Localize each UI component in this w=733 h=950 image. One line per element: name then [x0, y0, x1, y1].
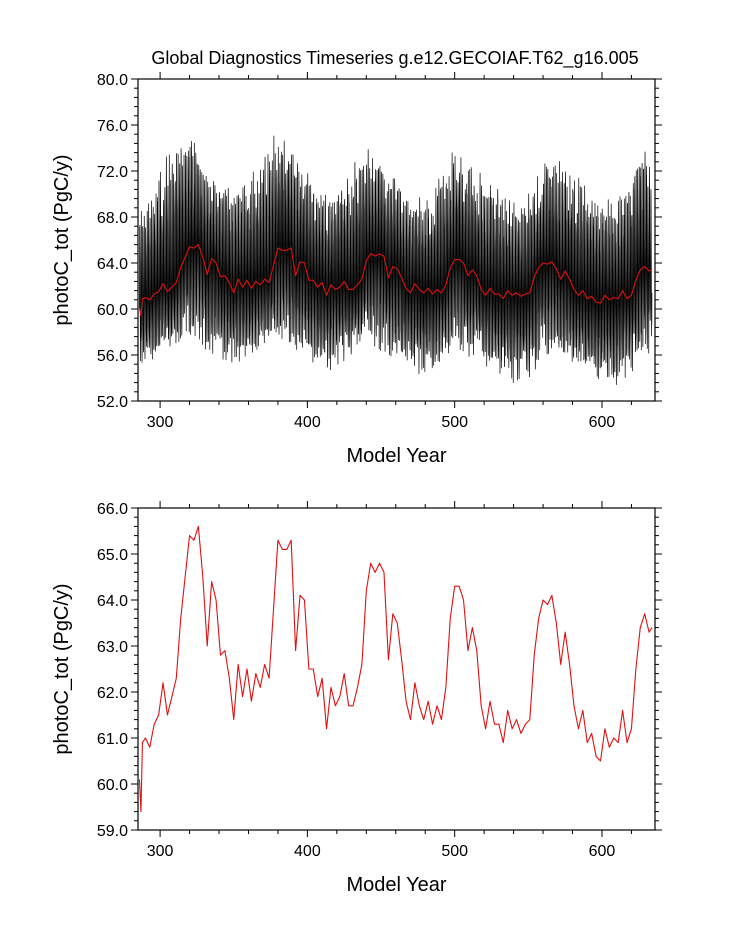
- x-tick-label: 600: [589, 414, 616, 431]
- x-tick-label: 400: [294, 414, 321, 431]
- x-axis-title: Model Year: [346, 445, 446, 467]
- y-tick-label: 65.0: [97, 547, 128, 564]
- x-tick-label: 300: [147, 414, 174, 431]
- x-tick-label: 500: [441, 843, 468, 860]
- y-tick-label: 66.0: [97, 501, 128, 518]
- plot-frame: [137, 507, 656, 831]
- y-tick-label: 60.0: [97, 777, 128, 794]
- y-tick-label: 62.0: [97, 685, 128, 702]
- top-panel: 52.0 56.0 60.0 64.0 68.0 72.0 76.0 80.0 300 400 50…: [51, 72, 662, 467]
- y-tick-label: 56.0: [97, 348, 128, 365]
- annual-mean-series-line: [138, 525, 653, 813]
- x-tick-label: 300: [147, 843, 174, 860]
- y-tick-label: 64.0: [97, 593, 128, 610]
- y-tick-label: 80.0: [97, 72, 128, 89]
- x-axis-title: Model Year: [346, 874, 446, 896]
- annual-mean-series-line: [138, 244, 653, 317]
- y-tick-label: 68.0: [97, 210, 128, 227]
- x-tick-label: 500: [441, 414, 468, 431]
- y-axis-title: photoC_tot (PgC/y): [51, 583, 73, 754]
- plot-frame: [137, 78, 656, 402]
- y-tick-label: 52.0: [97, 394, 128, 411]
- monthly-series-line: [139, 135, 653, 385]
- series-group: [138, 525, 653, 813]
- y-tick-label: 64.0: [97, 256, 128, 273]
- bottom-panel: 59.0 60.0 61.0 62.0 63.0 64.0 65.0 66.0 300 400 50…: [51, 501, 662, 896]
- y-tick-label: 61.0: [97, 731, 128, 748]
- y-tick-label: 72.0: [97, 164, 128, 181]
- y-axis-title: photoC_tot (PgC/y): [51, 154, 73, 325]
- y-tick-label: 60.0: [97, 302, 128, 319]
- figure-title: Global Diagnostics Timeseries g.e12.GECO…: [151, 48, 638, 69]
- series-group: [138, 135, 653, 385]
- y-tick-label: 59.0: [97, 823, 128, 840]
- y-tick-label: 63.0: [97, 639, 128, 656]
- x-tick-label: 400: [294, 843, 321, 860]
- y-tick-label: 76.0: [97, 118, 128, 135]
- x-tick-label: 600: [589, 843, 616, 860]
